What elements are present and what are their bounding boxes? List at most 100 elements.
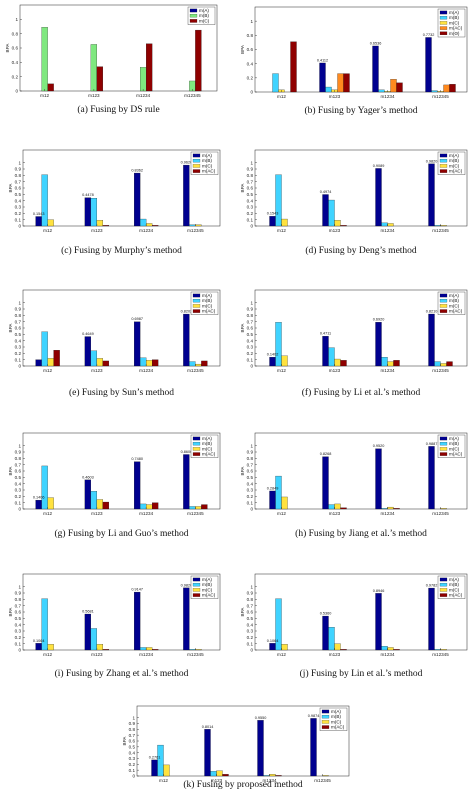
bar (35, 499, 42, 510)
y-tick-label: 0.5 (15, 332, 22, 337)
y-tick-label: 0.5 (15, 616, 22, 621)
x-tick-label: m12345 (184, 93, 201, 98)
data-label: 0.9147 (131, 588, 143, 592)
legend-entry: m(C) (449, 163, 460, 168)
bar (140, 503, 147, 510)
legend-entry: m(C) (202, 303, 213, 308)
x-tick-label: m123 (329, 228, 341, 233)
chart-4: 0 0.10.20.3 0.40.50.6 0.70.80.9 1 BPA m12 m123 m… (8, 289, 221, 398)
y-tick-label: 0.1 (247, 500, 254, 505)
y-tick-label: 0.1 (247, 217, 254, 222)
bar (340, 507, 347, 510)
y-axis-label: BPA (240, 466, 245, 476)
bar (146, 647, 153, 651)
x-tick-label: m123 (329, 368, 341, 373)
bar (90, 491, 97, 510)
y-tick-label: 0.4 (247, 622, 254, 627)
data-label: 0.4478 (82, 193, 94, 197)
bar (281, 355, 288, 367)
bar (157, 744, 164, 777)
y-tick-label: 0 (18, 648, 21, 653)
chart-5: 0 0.10.20.3 0.40.50.6 0.70.80.9 1 BPA m12 m123 m… (240, 289, 468, 398)
x-tick-label: m12 (43, 511, 52, 516)
bar (393, 649, 400, 651)
y-tick-label: 0.3 (15, 629, 22, 634)
y-axis-label: BPA (240, 607, 245, 617)
legend-entry: m(B) (202, 441, 212, 446)
bar (372, 45, 379, 93)
legend-entry: m(B) (202, 298, 212, 303)
y-tick-label: 0.6 (247, 326, 254, 331)
x-tick-label: m1234 (136, 93, 150, 98)
bar (334, 220, 341, 227)
x-tick-label: m1234 (139, 511, 153, 516)
y-tick-label: 0.5 (247, 332, 254, 337)
chart-caption: (d) Fusing by Deng’s method (305, 245, 417, 256)
y-tick-label: 1 (250, 443, 253, 448)
data-label: 0.1064 (267, 639, 279, 643)
bar (387, 647, 394, 651)
legend-swatch (439, 293, 448, 298)
y-axis-label: BPA (8, 323, 13, 333)
x-tick-label: m12 (43, 652, 52, 657)
y-tick-label: 0 (250, 364, 253, 369)
y-tick-label: 0.9 (129, 721, 136, 726)
x-tick-label: m1234 (139, 652, 153, 657)
data-label: 0.8606 (181, 450, 193, 454)
bar (269, 774, 276, 777)
x-tick-label: m12345 (432, 511, 449, 516)
y-tick-label: 0.8 (12, 31, 19, 36)
y-tick-label: 0.7 (247, 319, 254, 324)
y-tick-label: 0.9 (15, 167, 22, 172)
legend-entry: m(A) (449, 10, 459, 15)
data-label: 0.9887 (426, 442, 438, 446)
legend-entry: m(B) (449, 298, 459, 303)
y-tick-label: 0.2 (15, 211, 22, 216)
data-label: 0.1543 (267, 212, 279, 216)
bar (195, 29, 202, 92)
legend-entry: m(AC) (449, 309, 463, 314)
legend-swatch (439, 26, 448, 30)
legend-swatch (192, 447, 201, 451)
bar (216, 770, 223, 777)
x-tick-label: m1234 (380, 94, 394, 99)
x-tick-label: m12345 (187, 652, 204, 657)
x-tick-label: m12345 (432, 368, 449, 373)
y-tick-label: 0 (250, 224, 253, 229)
data-label: 0.9620 (181, 161, 193, 165)
bar (35, 216, 42, 227)
legend-swatch (192, 577, 201, 582)
legend-entry: m(AC) (202, 309, 216, 314)
legend-entry: m(AC) (449, 26, 463, 31)
bar (152, 225, 159, 227)
bar (281, 218, 288, 227)
legend-swatch (192, 299, 201, 303)
legend-swatch (439, 582, 448, 587)
x-tick-label: m1234 (380, 511, 394, 516)
y-tick-label: 0.3 (247, 629, 254, 634)
legend-swatch (439, 164, 448, 168)
bar (183, 313, 190, 367)
bar (140, 67, 147, 92)
plot-frame (19, 4, 218, 92)
data-label: 0.8202 (181, 310, 193, 314)
bar (195, 224, 202, 227)
bar (449, 84, 456, 93)
bar (35, 643, 42, 651)
y-tick-label: 0.5 (15, 475, 22, 480)
legend-swatch (321, 720, 330, 724)
bar (151, 759, 158, 777)
x-tick-label: m12 (277, 511, 286, 516)
y-tick-label: 0.2 (247, 75, 254, 80)
x-tick-label: m12345 (187, 368, 204, 373)
y-tick-label: 1 (18, 160, 21, 165)
bar (275, 775, 282, 777)
bar (269, 490, 276, 510)
legend (190, 291, 219, 315)
legend-entry: m(A) (449, 577, 459, 582)
data-label: 0.9089 (373, 164, 385, 168)
data-label: 0.8014 (202, 725, 214, 729)
legend-swatch (439, 588, 448, 592)
